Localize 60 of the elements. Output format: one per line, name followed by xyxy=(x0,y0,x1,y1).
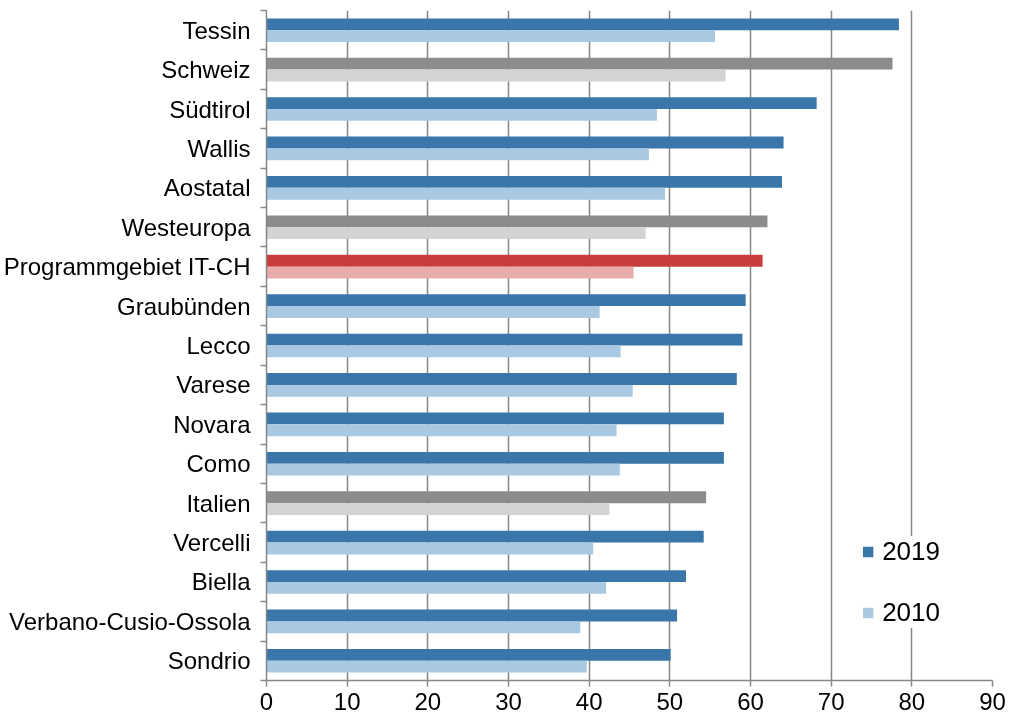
y-tick-label: Como xyxy=(186,450,251,478)
legend-label: 2010 xyxy=(882,597,940,628)
bar xyxy=(266,621,581,634)
x-tick-label: 50 xyxy=(656,687,684,715)
x-tick-label: 80 xyxy=(898,687,926,715)
y-tick-label: Italien xyxy=(186,489,251,517)
y-tick-label: Programmgebiet IT-CH xyxy=(3,253,251,281)
bar xyxy=(266,503,610,515)
bar xyxy=(266,384,633,397)
y-tick-label: Westeuropa xyxy=(121,213,252,241)
y-tick-label: Novara xyxy=(173,410,252,438)
y-tick-label: Verbano-Cusio-Ossola xyxy=(9,607,252,635)
bar xyxy=(266,97,817,110)
bar xyxy=(266,333,743,346)
bar xyxy=(266,306,600,318)
x-tick-label: 60 xyxy=(737,687,764,715)
y-tick-label: Graubünden xyxy=(117,292,251,320)
bar xyxy=(266,648,671,661)
y-tick-label: Sondrio xyxy=(167,647,251,675)
bar xyxy=(266,254,763,267)
x-tick-label: 30 xyxy=(495,687,522,715)
x-tick-label: 0 xyxy=(259,687,274,715)
x-tick-label: 10 xyxy=(333,687,361,715)
bar xyxy=(266,266,634,279)
y-tick-label: Wallis xyxy=(187,134,251,162)
bar xyxy=(266,30,716,43)
bar xyxy=(266,148,649,161)
bar xyxy=(266,570,686,582)
bar xyxy=(266,530,704,543)
bar xyxy=(266,609,678,622)
y-tick-label: Vercelli xyxy=(173,529,251,557)
bar xyxy=(266,176,782,188)
bar xyxy=(266,412,724,425)
bar xyxy=(266,424,617,437)
x-tick-label: 40 xyxy=(575,687,603,715)
bar xyxy=(266,373,737,385)
bar xyxy=(266,187,665,200)
bar xyxy=(266,345,621,358)
bar xyxy=(266,451,724,464)
bar xyxy=(266,660,587,673)
bar xyxy=(266,581,607,594)
bar xyxy=(266,227,646,240)
y-tick-label: Lecco xyxy=(186,332,251,359)
bar xyxy=(266,294,746,307)
bar xyxy=(266,136,784,149)
bar xyxy=(266,542,594,555)
x-tick-label: 20 xyxy=(414,687,442,715)
y-tick-label: Schweiz xyxy=(161,56,251,84)
y-tick-label: Aostatal xyxy=(163,174,251,202)
y-tick-label: Varese xyxy=(176,371,251,399)
x-tick-label: 70 xyxy=(817,687,845,715)
bar xyxy=(266,69,726,82)
y-tick-label: Biella xyxy=(191,568,252,596)
bar xyxy=(266,109,657,121)
legend-label: 2019 xyxy=(882,536,940,567)
y-tick-label: Tessin xyxy=(182,16,251,44)
bar xyxy=(266,463,620,476)
x-tick-label: 90 xyxy=(979,687,1006,715)
y-tick-label: Südtirol xyxy=(169,95,251,123)
bar xyxy=(266,18,899,31)
